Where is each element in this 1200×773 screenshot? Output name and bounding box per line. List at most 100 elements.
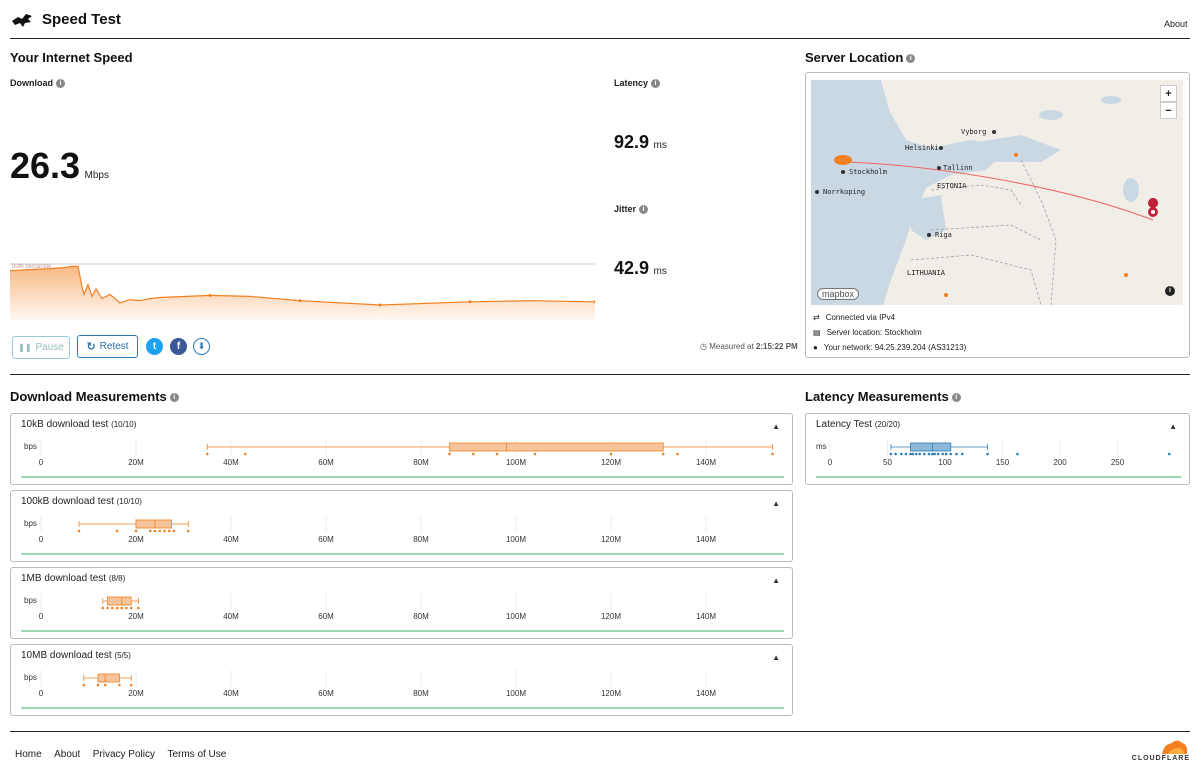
data-point — [949, 452, 953, 456]
download-test-panel[interactable]: 10MB download test (5/5) ▲ bps 0 20M 40M 60M 8… — [10, 644, 793, 716]
map-label-riga: Riga — [935, 231, 952, 239]
download-point — [208, 293, 212, 297]
map-label-helsinki: Helsinki — [905, 144, 939, 152]
latency-value: 92.9 ms — [614, 132, 667, 152]
tick-label: 20M — [128, 535, 144, 544]
collapse-caret-icon[interactable]: ▲ — [1169, 422, 1177, 431]
speed-section-title: Your Internet Speed — [10, 50, 133, 65]
footer-home-link[interactable]: Home — [15, 749, 42, 760]
info-icon[interactable]: i — [651, 79, 661, 89]
axis-unit-label: bps — [24, 596, 37, 605]
download-area — [10, 266, 595, 320]
collapse-caret-icon[interactable]: ▲ — [772, 499, 780, 508]
data-point — [960, 452, 964, 456]
data-point — [661, 452, 665, 456]
footer-terms-link[interactable]: Terms of Use — [167, 749, 227, 760]
data-point — [125, 606, 128, 610]
map-label-vyborg: Vyborg — [961, 128, 987, 136]
download-point — [593, 300, 595, 304]
latency-test-panel[interactable]: Latency Test (20/20) ▲ ms 0 50 100 150 200 250 — [805, 413, 1190, 485]
footer-privacy-link[interactable]: Privacy Policy — [92, 749, 155, 760]
cloudflare-logo: CLOUDFLARE — [1124, 738, 1190, 766]
tick-label: 40M — [223, 458, 239, 467]
map-info-icon[interactable]: i — [1165, 286, 1175, 296]
download-test-title: 10MB download test (5/5) — [21, 650, 131, 661]
download-test-title: 1MB download test (8/8) — [21, 573, 126, 584]
tick-label: 80M — [413, 689, 429, 698]
info-icon[interactable]: i — [906, 54, 916, 64]
data-point — [158, 529, 162, 533]
location-pin-icon: ● — [813, 343, 818, 352]
data-point — [933, 452, 936, 456]
data-point — [243, 452, 247, 456]
about-link[interactable]: About — [1164, 19, 1188, 29]
info-icon[interactable]: i — [951, 393, 961, 403]
info-icon[interactable]: i — [56, 79, 65, 89]
tick-label: 200 — [1053, 458, 1067, 467]
data-point — [918, 452, 921, 456]
zoom-out-button[interactable]: − — [1160, 102, 1177, 119]
data-point — [955, 452, 958, 456]
info-icon[interactable]: i — [639, 205, 649, 215]
data-point — [172, 529, 176, 533]
facebook-icon[interactable]: f — [170, 338, 187, 355]
collapse-caret-icon[interactable]: ▲ — [772, 653, 780, 662]
iqr-box — [449, 442, 664, 452]
tick-label: 100M — [506, 689, 526, 698]
data-point — [96, 683, 100, 687]
data-point — [941, 452, 944, 456]
tick-label: 40M — [223, 535, 239, 544]
iqr-box — [97, 673, 120, 683]
server-section-title: Server Location i — [805, 50, 916, 65]
zoom-in-button[interactable]: + — [1160, 85, 1177, 102]
footer-about-link[interactable]: About — [54, 749, 81, 760]
tick-label: 120M — [601, 612, 621, 621]
header-divider — [10, 38, 1190, 39]
tick-label: 80M — [413, 612, 429, 621]
data-point — [904, 452, 908, 456]
jitter-value: 42.9 ms — [614, 258, 667, 278]
tick-label: 60M — [318, 458, 334, 467]
footer-divider — [10, 731, 1190, 732]
data-point — [914, 452, 918, 456]
pause-button[interactable]: ❚❚ Pause — [12, 336, 70, 359]
download-point — [378, 303, 382, 307]
data-point — [471, 452, 475, 456]
axis-unit-label: bps — [24, 673, 37, 682]
tick-label: 120M — [601, 535, 621, 544]
data-point — [163, 529, 166, 533]
axis-unit-label: bps — [24, 442, 37, 451]
tick-label: 250 — [1111, 458, 1125, 467]
map-label-stockholm: Stockholm — [849, 168, 887, 176]
your-network-row: ● Your network: 94.25.239.204 (AS31213) — [813, 343, 967, 352]
data-point — [1016, 452, 1019, 456]
iqr-box — [107, 596, 132, 606]
footer-links: Home About Privacy Policy Terms of Use — [15, 744, 234, 762]
info-icon[interactable]: i — [169, 393, 179, 403]
twitter-icon[interactable]: t — [146, 338, 163, 355]
data-point — [148, 529, 152, 533]
latency-measurements-title: Latency Measurements i — [805, 389, 961, 404]
tick-label: 120M — [601, 458, 621, 467]
download-test-title: 100kB download test (10/10) — [21, 496, 142, 507]
collapse-caret-icon[interactable]: ▲ — [772, 422, 780, 431]
download-test-panel[interactable]: 100kB download test (10/10) ▲ bps 0 20M 40M 6… — [10, 490, 793, 562]
data-point — [153, 529, 157, 533]
download-results-icon[interactable]: ⬇ — [193, 338, 210, 355]
data-point — [533, 452, 537, 456]
download-test-panel[interactable]: 1MB download test (8/8) ▲ bps 0 20M 40M 60M 80… — [10, 567, 793, 639]
server-map[interactable]: Helsinki Vyborg Stockholm Tallinn Norrko… — [811, 80, 1183, 305]
tick-label: 60M — [318, 689, 334, 698]
data-point — [134, 529, 138, 533]
map-label-norrkoping: Norrkoping — [823, 188, 866, 196]
mapbox-logo: mapbox — [817, 288, 860, 300]
latency-label: Latency i — [614, 78, 661, 89]
data-point — [889, 452, 893, 456]
collapse-caret-icon[interactable]: ▲ — [772, 576, 780, 585]
retest-button[interactable]: ↻ Retest — [77, 335, 138, 358]
download-test-panel[interactable]: 10kB download test (10/10) ▲ bps 0 20M 40M 60… — [10, 413, 793, 485]
section-divider — [10, 374, 1190, 375]
connection-icon: ⇄ — [813, 313, 820, 322]
data-point — [900, 452, 903, 456]
